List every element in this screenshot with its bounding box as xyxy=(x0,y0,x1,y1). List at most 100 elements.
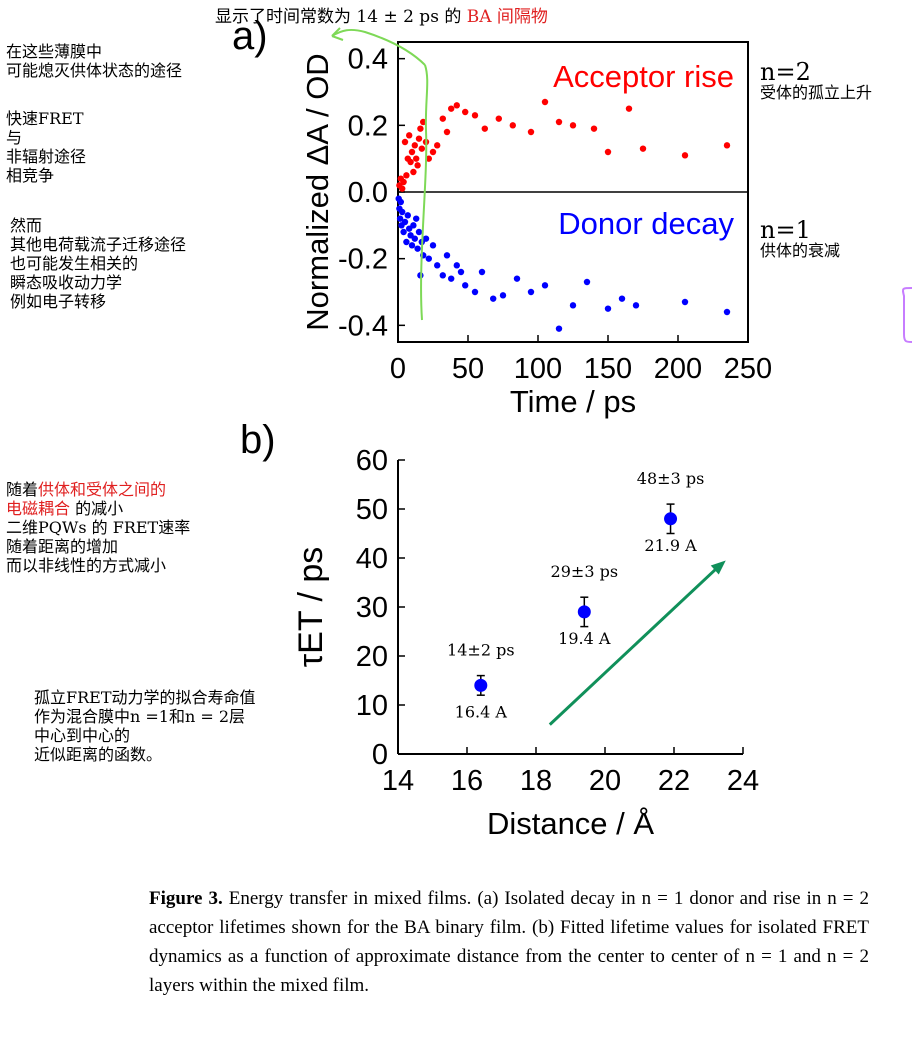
y-tick-label: -0.4 xyxy=(338,310,388,342)
note-block-1: 在这些薄膜中 可能熄灭供体状态的途径 xyxy=(6,42,182,80)
acceptor-point xyxy=(403,172,410,179)
note-line: 例如电子转移 xyxy=(10,292,107,311)
acceptor-point xyxy=(399,185,406,192)
donor-point xyxy=(681,298,689,306)
note-line: 而以非线性的方式减小 xyxy=(6,556,167,575)
note-line: 非辐射途径 xyxy=(6,147,87,166)
acceptor-point xyxy=(527,128,535,136)
top-annotation-text: 显示了时间常数为 14 ± 2 ps 的 xyxy=(215,7,467,27)
note-line: 孤立FRET动力学的拟合寿命值 xyxy=(34,688,256,707)
overlay-line xyxy=(331,28,426,66)
y-axis-label: Normalized ΔA / OD xyxy=(300,53,335,330)
point-label-top: 48±3 ps xyxy=(637,469,704,488)
data-point xyxy=(664,512,678,526)
acceptor-point xyxy=(590,125,598,132)
acceptor-point xyxy=(420,118,427,126)
donor-point xyxy=(569,302,577,309)
x-axis-label: Distance / Å xyxy=(487,806,654,841)
acceptor-point xyxy=(569,122,577,129)
n2-label: n=2 xyxy=(760,58,811,86)
note-line: 在这些薄膜中 xyxy=(6,42,103,61)
note-n2: n=2 受体的孤立上升 xyxy=(760,60,872,102)
data-point xyxy=(577,605,591,619)
acceptor-point xyxy=(481,125,488,132)
note-block-4: 随着供体和受体之间的 电磁耦合 的减小 二维PQWs 的 FRET速率 随着距离… xyxy=(6,480,190,575)
note-block-3: 然而 其他电荷载流子迁移途径 也可能发生相关的 瞬态吸收动力学 例如电子转移 xyxy=(10,216,186,311)
acceptor-point xyxy=(434,142,441,149)
note-line: 相竞争 xyxy=(6,166,55,185)
point-label-bottom: 16.4 A xyxy=(455,702,508,721)
acceptor-point xyxy=(471,112,479,119)
trend-arrow xyxy=(548,564,721,726)
acceptor-point xyxy=(401,138,409,146)
y-tick-label: 0.2 xyxy=(348,110,388,142)
donor-point xyxy=(443,252,451,259)
note-line: 也可能发生相关的 xyxy=(10,254,139,273)
trend-arrowhead xyxy=(710,560,726,575)
acceptor-point xyxy=(639,145,647,152)
note-block-5: 孤立FRET动力学的拟合寿命值 作为混合膜中n =1和n = 2层 中心到中心的… xyxy=(34,688,256,764)
acceptor-point xyxy=(509,122,516,129)
acceptor-point xyxy=(429,148,437,156)
y-tick-label: 30 xyxy=(356,592,388,624)
note-line: 可能熄灭供体状态的途径 xyxy=(6,61,183,80)
note-highlight: 电磁耦合 xyxy=(6,499,71,518)
x-tick-label: 50 xyxy=(452,353,484,385)
donor-point xyxy=(408,242,416,249)
point-label-top: 29±3 ps xyxy=(551,562,618,581)
donor-point xyxy=(541,282,549,289)
donor-point xyxy=(462,282,469,289)
x-tick-label: 0 xyxy=(390,353,406,385)
x-tick-label: 100 xyxy=(514,353,562,385)
donor-point xyxy=(471,288,479,296)
acceptor-point xyxy=(453,102,460,109)
acceptor-point xyxy=(410,168,417,176)
acceptor-point xyxy=(413,155,420,162)
donor-point xyxy=(448,275,455,282)
y-tick-label: 0.4 xyxy=(348,44,388,76)
x-tick-label: 16 xyxy=(451,765,483,797)
acceptor-annotation: Acceptor rise xyxy=(553,59,734,94)
donor-point xyxy=(397,198,404,206)
donor-point xyxy=(478,268,486,276)
donor-annotation: Donor decay xyxy=(558,206,734,241)
note-text: 随着 xyxy=(6,480,39,499)
donor-point xyxy=(632,302,640,309)
acceptor-point xyxy=(625,105,633,112)
note-n1: n=1 供体的衰减 xyxy=(760,218,840,260)
caption-text: Energy transfer in mixed films. (a) Isol… xyxy=(149,888,869,996)
acceptor-point xyxy=(439,115,446,122)
acceptor-point xyxy=(406,132,413,139)
y-tick-label: 40 xyxy=(356,543,388,575)
acceptor-point xyxy=(495,115,502,122)
acceptor-point xyxy=(408,148,416,156)
figure-caption: Figure 3. Energy transfer in mixed films… xyxy=(149,884,869,1000)
note-text: 的减小 xyxy=(70,499,124,518)
bracket-mark xyxy=(902,287,913,343)
point-label-bottom: 21.9 A xyxy=(644,536,697,555)
note-highlight: 供体和受体之间的 xyxy=(38,480,167,499)
note-line: 快速FRET xyxy=(6,109,84,128)
donor-point xyxy=(415,228,423,236)
top-annotation-highlight: BA 间隔物 xyxy=(466,7,548,27)
note-block-2: 快速FRET 与 非辐射途径 相竞争 xyxy=(6,109,86,185)
y-tick-label: 20 xyxy=(356,641,388,673)
acceptor-point xyxy=(411,142,418,149)
donor-point xyxy=(401,218,409,226)
donor-point xyxy=(400,228,407,236)
y-tick-label: 0 xyxy=(372,739,388,771)
x-tick-label: 250 xyxy=(724,353,772,385)
n1-label: n=1 xyxy=(760,216,811,244)
note-line: 作为混合膜中n =1和n = 2层 xyxy=(34,707,246,726)
x-tick-label: 200 xyxy=(654,353,702,385)
acceptor-point xyxy=(462,108,469,116)
acceptor-point xyxy=(407,158,414,166)
note-line: 与 xyxy=(6,128,23,147)
donor-point xyxy=(411,235,418,242)
panel-a-label: a) xyxy=(232,14,268,58)
y-tick-label: 10 xyxy=(356,690,388,722)
note-line: 二维PQWs 的 FRET速率 xyxy=(6,518,191,537)
donor-point xyxy=(425,255,432,262)
donor-point xyxy=(399,208,406,216)
overlay-arrowhead xyxy=(331,27,344,41)
